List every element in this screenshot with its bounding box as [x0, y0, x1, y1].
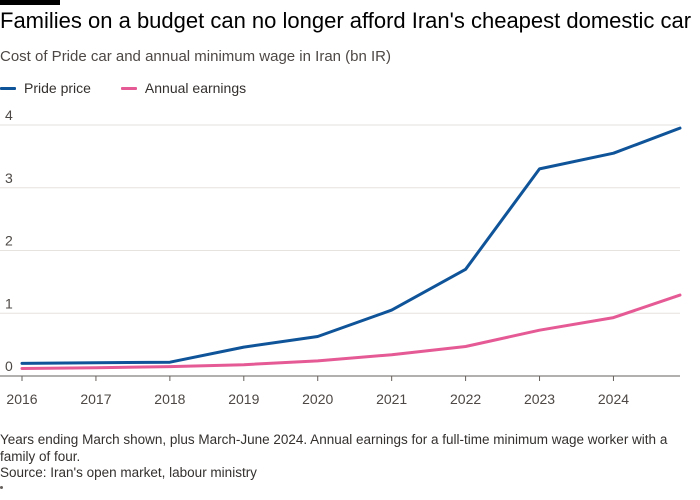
- series-line-annual-earnings: [20, 293, 682, 370]
- legend-swatch-annual-earnings: [120, 86, 137, 90]
- brand-accent-bar: [0, 0, 60, 5]
- chart-footnote: Years ending March shown, plus March-Jun…: [0, 432, 668, 464]
- legend-label-pride-price: Pride price: [24, 80, 91, 96]
- legend-label-annual-earnings: Annual earnings: [144, 80, 247, 96]
- y-tick-label-1: 1: [5, 295, 13, 311]
- series-line-pride-price: [20, 126, 682, 365]
- y-tick-label-0: 0: [5, 358, 13, 374]
- legend-swatch-pride-price: [0, 86, 16, 90]
- y-tick-label-4: 4: [5, 107, 13, 123]
- y-tick-label-2: 2: [5, 233, 13, 249]
- chart-subtitle: Cost of Pride car and annual minimum wag…: [0, 48, 392, 65]
- footer-dot: [0, 486, 3, 489]
- x-tick-label-2021: 2021: [376, 391, 407, 407]
- chart-source: Source: Iran's open market, labour minis…: [0, 465, 257, 480]
- x-tick-label-2020: 2020: [302, 391, 333, 407]
- x-tick-label-2017: 2017: [80, 391, 111, 407]
- x-tick-label-2023: 2023: [524, 391, 555, 407]
- x-tick-label-2018: 2018: [154, 391, 185, 407]
- line-chart: 0 1 2 3 4 2016 2017 2018 2019 2020 2021 2022 2023 202…: [0, 107, 682, 407]
- chart-title: Families on a budget can no longer affor…: [0, 8, 692, 33]
- x-tick-label-2022: 2022: [450, 391, 481, 407]
- x-tick-label-2019: 2019: [228, 391, 259, 407]
- legend-item-annual-earnings: Annual earnings: [120, 80, 247, 96]
- x-tick-label-2024: 2024: [598, 391, 629, 407]
- chart-legend: Pride price Annual earnings: [0, 80, 276, 96]
- y-tick-label-3: 3: [5, 170, 13, 186]
- x-tick-label-2016: 2016: [6, 391, 37, 407]
- legend-item-pride-price: Pride price: [0, 80, 91, 96]
